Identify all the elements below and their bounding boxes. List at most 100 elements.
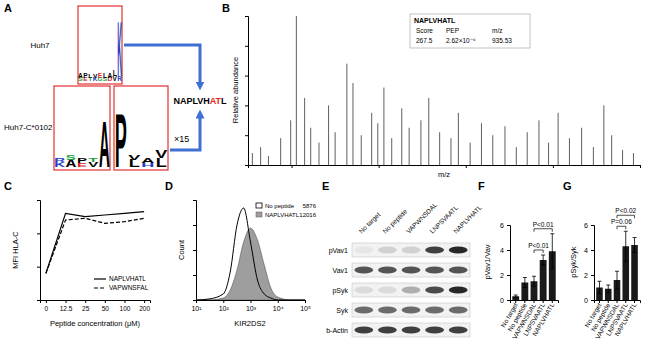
- legend-entry: NAPLVHATL: [109, 275, 146, 282]
- peak: [581, 128, 582, 165]
- tick-mark: [37, 267, 40, 268]
- tick-mark: [507, 300, 510, 301]
- error-cap: [615, 271, 619, 272]
- tick: [193, 250, 196, 251]
- axis-line: [595, 301, 641, 304]
- panel-label: A: [4, 2, 12, 14]
- tick: 10⁵: [300, 300, 311, 312]
- error-bar: [597, 281, 601, 294]
- tick-label: NAPLVHATL: [531, 301, 556, 337]
- tick: [193, 275, 196, 276]
- axis-line: [249, 166, 641, 169]
- x-axis: No targetNo peptideVAPWNSDALLNPSVAATLNAP…: [583, 300, 640, 340]
- tick-mark: [245, 16, 248, 17]
- error-line: [634, 238, 635, 253]
- tick-mark: [507, 225, 510, 226]
- error-cap: [597, 293, 601, 294]
- logo-letter: L: [103, 72, 107, 79]
- tick-mark: [245, 165, 248, 166]
- tick-mark: [591, 250, 594, 251]
- tick: [245, 165, 248, 166]
- error-bar: [633, 238, 637, 253]
- peak: [603, 105, 604, 165]
- annotation-value: 2.62×10⁻⁶: [446, 37, 476, 44]
- background: [0, 0, 647, 362]
- significance-label: P<0.01: [528, 242, 549, 249]
- axis-line: [591, 226, 595, 301]
- peak: [268, 156, 269, 165]
- error-cap: [523, 277, 527, 278]
- x-axis: 012.52550100200: [41, 300, 151, 312]
- axis-line: [37, 201, 41, 301]
- peak: [633, 153, 634, 165]
- bar: [631, 245, 638, 300]
- peak: [558, 113, 559, 165]
- legend-value: 12016: [299, 212, 316, 218]
- y-axis: 0246: [500, 222, 510, 304]
- chart-line: MFI HLA-CPeptide concentration (μM)012.5…: [11, 201, 151, 329]
- panel-a: Huh7SAEPTLKVGESLDAVLRKHuh7-C*0102KRASEPV…: [4, 4, 227, 183]
- x-axis: [249, 165, 641, 168]
- tick-label: NAPLVHATL: [613, 301, 638, 337]
- logo-letter: P: [83, 72, 88, 79]
- tick-label: 6: [584, 222, 588, 229]
- tick-mark: [245, 105, 248, 106]
- tick: 0: [500, 297, 510, 304]
- tick-mark: [599, 300, 600, 303]
- peak: [377, 123, 378, 165]
- tick-mark: [634, 300, 635, 303]
- tick-mark: [193, 200, 196, 201]
- tick-mark: [245, 76, 248, 77]
- peak: [548, 143, 549, 165]
- significance-bracket: [534, 229, 552, 232]
- tick-label: 10²: [219, 305, 230, 312]
- tick-label: 50: [102, 305, 110, 312]
- tick: 10⁴: [273, 300, 284, 312]
- axis-line: [245, 17, 249, 166]
- tick: [193, 225, 196, 226]
- error-cap: [541, 265, 545, 266]
- tick: 200: [139, 300, 150, 312]
- tick-mark: [507, 250, 510, 251]
- peak: [527, 132, 528, 165]
- logo-letter: K: [117, 4, 122, 93]
- bar: [540, 260, 547, 300]
- peptide-part: NAPLVH: [173, 96, 209, 106]
- panel-e: No targetNo peptideVAPWNSDALLNPSVAATLNAP…: [326, 201, 483, 337]
- band: [425, 287, 444, 294]
- y-axis: [245, 17, 249, 166]
- tick-label: 12.5: [60, 305, 73, 312]
- tick-mark: [466, 165, 467, 168]
- error-cap: [597, 281, 601, 282]
- band: [402, 327, 421, 334]
- band: [425, 327, 444, 334]
- error-bar: [514, 295, 518, 298]
- x-axis-title: KIR2DS2: [234, 319, 265, 328]
- tick-mark: [608, 300, 609, 303]
- tick-label: 10⁴: [273, 305, 284, 312]
- logo-letter: V: [128, 153, 141, 162]
- annotation-title: NAPLVHATL: [414, 17, 456, 24]
- blot-row-label: b-Actin: [326, 327, 348, 334]
- peak: [304, 98, 305, 165]
- tick-mark: [46, 300, 47, 303]
- tick: 10³: [246, 300, 257, 312]
- error-line: [599, 281, 600, 294]
- error-cap: [615, 288, 619, 289]
- annotation-value: 267.5: [416, 37, 433, 44]
- legend-swatch: [256, 203, 262, 208]
- peak: [492, 135, 493, 165]
- peak: [361, 135, 362, 165]
- panel-label: F: [478, 180, 485, 192]
- tick-label: 6: [500, 222, 504, 229]
- legend-entry: NAPLVHATL: [265, 212, 300, 218]
- legend: No peptide5876NAPLVHATL12016: [256, 203, 317, 218]
- annotation-header: Score: [416, 27, 433, 34]
- tick: [193, 300, 196, 301]
- tick-mark: [591, 225, 594, 226]
- y-axis-title: Relative abundance: [231, 57, 240, 123]
- tick-mark: [305, 300, 306, 303]
- tick-mark: [37, 233, 40, 234]
- tick-mark: [591, 300, 594, 301]
- tick: [640, 165, 641, 168]
